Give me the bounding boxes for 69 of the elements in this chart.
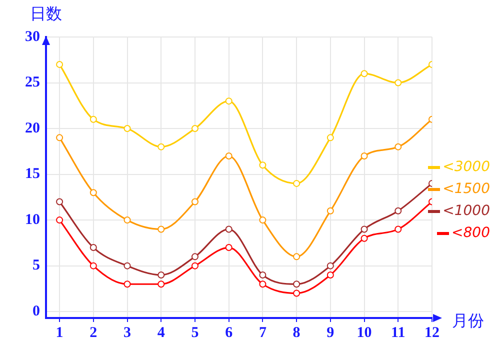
y-tick-label: 30: [25, 28, 40, 45]
point: [90, 244, 97, 252]
point: [90, 116, 97, 123]
x-tick-label: 11: [391, 324, 406, 341]
y-tick-label: 25: [25, 74, 40, 91]
y-axis-title: 日数: [30, 4, 62, 25]
point: [326, 271, 334, 278]
x-tick-label: 12: [424, 324, 440, 341]
point: [259, 271, 266, 278]
y-tick-label: 15: [25, 166, 40, 182]
point: [124, 216, 131, 224]
legend-label: <800: [452, 225, 490, 241]
point: [124, 125, 131, 132]
point: [191, 198, 198, 206]
point: [326, 134, 334, 142]
point: [360, 226, 368, 233]
point: [56, 216, 64, 224]
x-tick-label: 7: [258, 324, 267, 341]
y-tick-label: 10: [25, 212, 40, 228]
point: [191, 125, 198, 132]
point: [394, 79, 402, 86]
point: [360, 70, 368, 78]
point: [124, 280, 131, 288]
point: [225, 244, 232, 252]
point: [158, 271, 165, 278]
x-axis-title: 月份: [452, 311, 484, 332]
legend-label: <3000: [442, 159, 490, 175]
point: [259, 280, 266, 288]
point: [56, 60, 64, 68]
point: [56, 134, 64, 142]
x-tick-label: 4: [157, 324, 166, 341]
legend-label: <1000: [442, 203, 490, 219]
x-tick-label: 2: [90, 324, 98, 341]
point: [191, 253, 198, 260]
x-tick-label: 8: [292, 324, 300, 341]
point: [90, 262, 97, 270]
x-tick-label: 9: [326, 324, 334, 341]
point: [326, 262, 334, 270]
y-tick-label: 5: [32, 258, 40, 274]
point: [394, 226, 402, 233]
point: [225, 226, 232, 233]
y-tick-label: 0: [32, 303, 40, 320]
x-tick-label: 3: [124, 324, 132, 341]
point: [259, 162, 266, 169]
point: [293, 253, 300, 260]
x-tick-label: 6: [225, 324, 234, 341]
point: [360, 234, 368, 242]
point: [326, 207, 334, 214]
point: [56, 198, 64, 206]
point: [259, 216, 266, 224]
point: [124, 262, 131, 270]
point: [158, 226, 165, 233]
point: [191, 262, 198, 270]
point: [293, 290, 300, 297]
point: [158, 143, 165, 150]
point: [394, 143, 402, 150]
point: [293, 280, 300, 288]
y-tick-label: 20: [25, 120, 40, 136]
point: [394, 207, 402, 214]
point: [225, 152, 232, 160]
point: [90, 189, 97, 196]
x-tick-label: 10: [356, 324, 372, 341]
x-tick-label: 1: [56, 324, 64, 341]
x-tick-label: 5: [191, 324, 199, 341]
point: [293, 180, 300, 187]
point: [225, 98, 232, 105]
legend-label: <1500: [442, 181, 490, 197]
point: [158, 280, 165, 288]
point: [360, 152, 368, 160]
